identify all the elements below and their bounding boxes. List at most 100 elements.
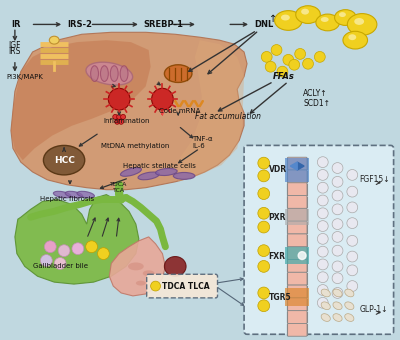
Ellipse shape	[348, 34, 356, 40]
Circle shape	[317, 259, 328, 270]
Text: FGF15↓: FGF15↓	[359, 175, 390, 184]
Text: FXR: FXR	[269, 252, 286, 261]
Text: MtDNA methylation: MtDNA methylation	[102, 143, 170, 149]
Circle shape	[121, 115, 126, 119]
Circle shape	[72, 243, 84, 255]
Ellipse shape	[156, 168, 177, 175]
Circle shape	[317, 298, 328, 308]
Text: VDR: VDR	[269, 166, 287, 174]
Text: TDCA TLCA: TDCA TLCA	[162, 282, 210, 291]
Circle shape	[347, 218, 358, 228]
Circle shape	[317, 234, 328, 244]
Circle shape	[317, 157, 328, 168]
Text: ↑: ↑	[269, 15, 277, 24]
Circle shape	[347, 170, 358, 180]
Circle shape	[332, 245, 343, 256]
Circle shape	[265, 61, 276, 72]
Circle shape	[332, 190, 343, 201]
Ellipse shape	[53, 191, 71, 198]
Ellipse shape	[321, 302, 330, 310]
Circle shape	[347, 251, 358, 262]
Circle shape	[347, 265, 358, 276]
Circle shape	[332, 288, 343, 299]
Circle shape	[317, 182, 328, 193]
Text: GLP-1↓: GLP-1↓	[359, 305, 388, 314]
Circle shape	[347, 202, 358, 213]
Circle shape	[347, 235, 358, 246]
Circle shape	[58, 245, 70, 257]
Text: TGR5: TGR5	[269, 293, 291, 302]
Ellipse shape	[298, 252, 306, 259]
Circle shape	[115, 119, 120, 124]
Circle shape	[258, 287, 270, 299]
FancyBboxPatch shape	[287, 247, 307, 259]
Circle shape	[261, 51, 272, 62]
Circle shape	[258, 260, 270, 272]
Circle shape	[44, 241, 56, 253]
FancyBboxPatch shape	[287, 157, 307, 170]
Text: IRS-2: IRS-2	[67, 20, 92, 29]
Circle shape	[258, 300, 270, 312]
FancyBboxPatch shape	[244, 146, 394, 334]
FancyBboxPatch shape	[287, 183, 307, 196]
Text: ACLY↑
SCD1↑: ACLY↑ SCD1↑	[303, 89, 330, 108]
Ellipse shape	[49, 36, 59, 44]
Circle shape	[332, 273, 343, 284]
Ellipse shape	[339, 12, 346, 17]
FancyBboxPatch shape	[285, 288, 309, 306]
Ellipse shape	[120, 66, 128, 82]
Text: TDCA
TCA: TDCA TCA	[110, 182, 128, 193]
FancyBboxPatch shape	[285, 247, 309, 265]
FancyBboxPatch shape	[287, 311, 307, 323]
Circle shape	[152, 88, 173, 110]
FancyBboxPatch shape	[147, 274, 218, 298]
FancyBboxPatch shape	[287, 272, 307, 285]
FancyBboxPatch shape	[287, 259, 307, 272]
Text: Code mRNA: Code mRNA	[158, 108, 200, 114]
Circle shape	[289, 59, 300, 70]
Ellipse shape	[86, 62, 133, 85]
Text: IRS: IRS	[8, 47, 20, 56]
Ellipse shape	[296, 6, 320, 23]
Text: Inflammation: Inflammation	[104, 118, 150, 124]
Ellipse shape	[316, 14, 340, 31]
Text: HCC: HCC	[54, 156, 74, 165]
Circle shape	[54, 257, 66, 269]
Ellipse shape	[136, 280, 146, 286]
Ellipse shape	[333, 314, 342, 321]
Ellipse shape	[345, 314, 354, 321]
Ellipse shape	[138, 172, 159, 180]
Text: TNF-α
IL-6: TNF-α IL-6	[192, 136, 212, 149]
FancyBboxPatch shape	[287, 208, 307, 221]
Circle shape	[283, 54, 294, 65]
Text: FFAs: FFAs	[272, 71, 294, 81]
Ellipse shape	[321, 17, 329, 22]
FancyBboxPatch shape	[287, 298, 307, 311]
Ellipse shape	[65, 191, 83, 198]
Polygon shape	[290, 162, 297, 170]
Text: Hepatic fibrosis: Hepatic fibrosis	[40, 197, 94, 203]
Circle shape	[314, 51, 325, 62]
Ellipse shape	[274, 11, 302, 30]
Text: Hepatic stellate cells: Hepatic stellate cells	[123, 163, 196, 169]
Ellipse shape	[333, 289, 342, 297]
FancyBboxPatch shape	[285, 158, 309, 182]
Ellipse shape	[333, 302, 342, 310]
Text: Gallbladder bile: Gallbladder bile	[32, 264, 88, 269]
Circle shape	[317, 208, 328, 219]
Ellipse shape	[345, 289, 354, 297]
Circle shape	[258, 245, 270, 257]
Circle shape	[317, 246, 328, 257]
Ellipse shape	[120, 168, 142, 176]
Ellipse shape	[354, 18, 364, 25]
Circle shape	[277, 66, 288, 77]
Text: PXR: PXR	[269, 213, 286, 222]
Circle shape	[108, 88, 130, 110]
Text: SREBP-1: SREBP-1	[144, 20, 184, 29]
FancyBboxPatch shape	[287, 323, 307, 336]
Circle shape	[151, 281, 160, 291]
Circle shape	[258, 170, 270, 182]
Ellipse shape	[100, 66, 108, 82]
Ellipse shape	[343, 31, 368, 49]
Polygon shape	[11, 32, 247, 190]
